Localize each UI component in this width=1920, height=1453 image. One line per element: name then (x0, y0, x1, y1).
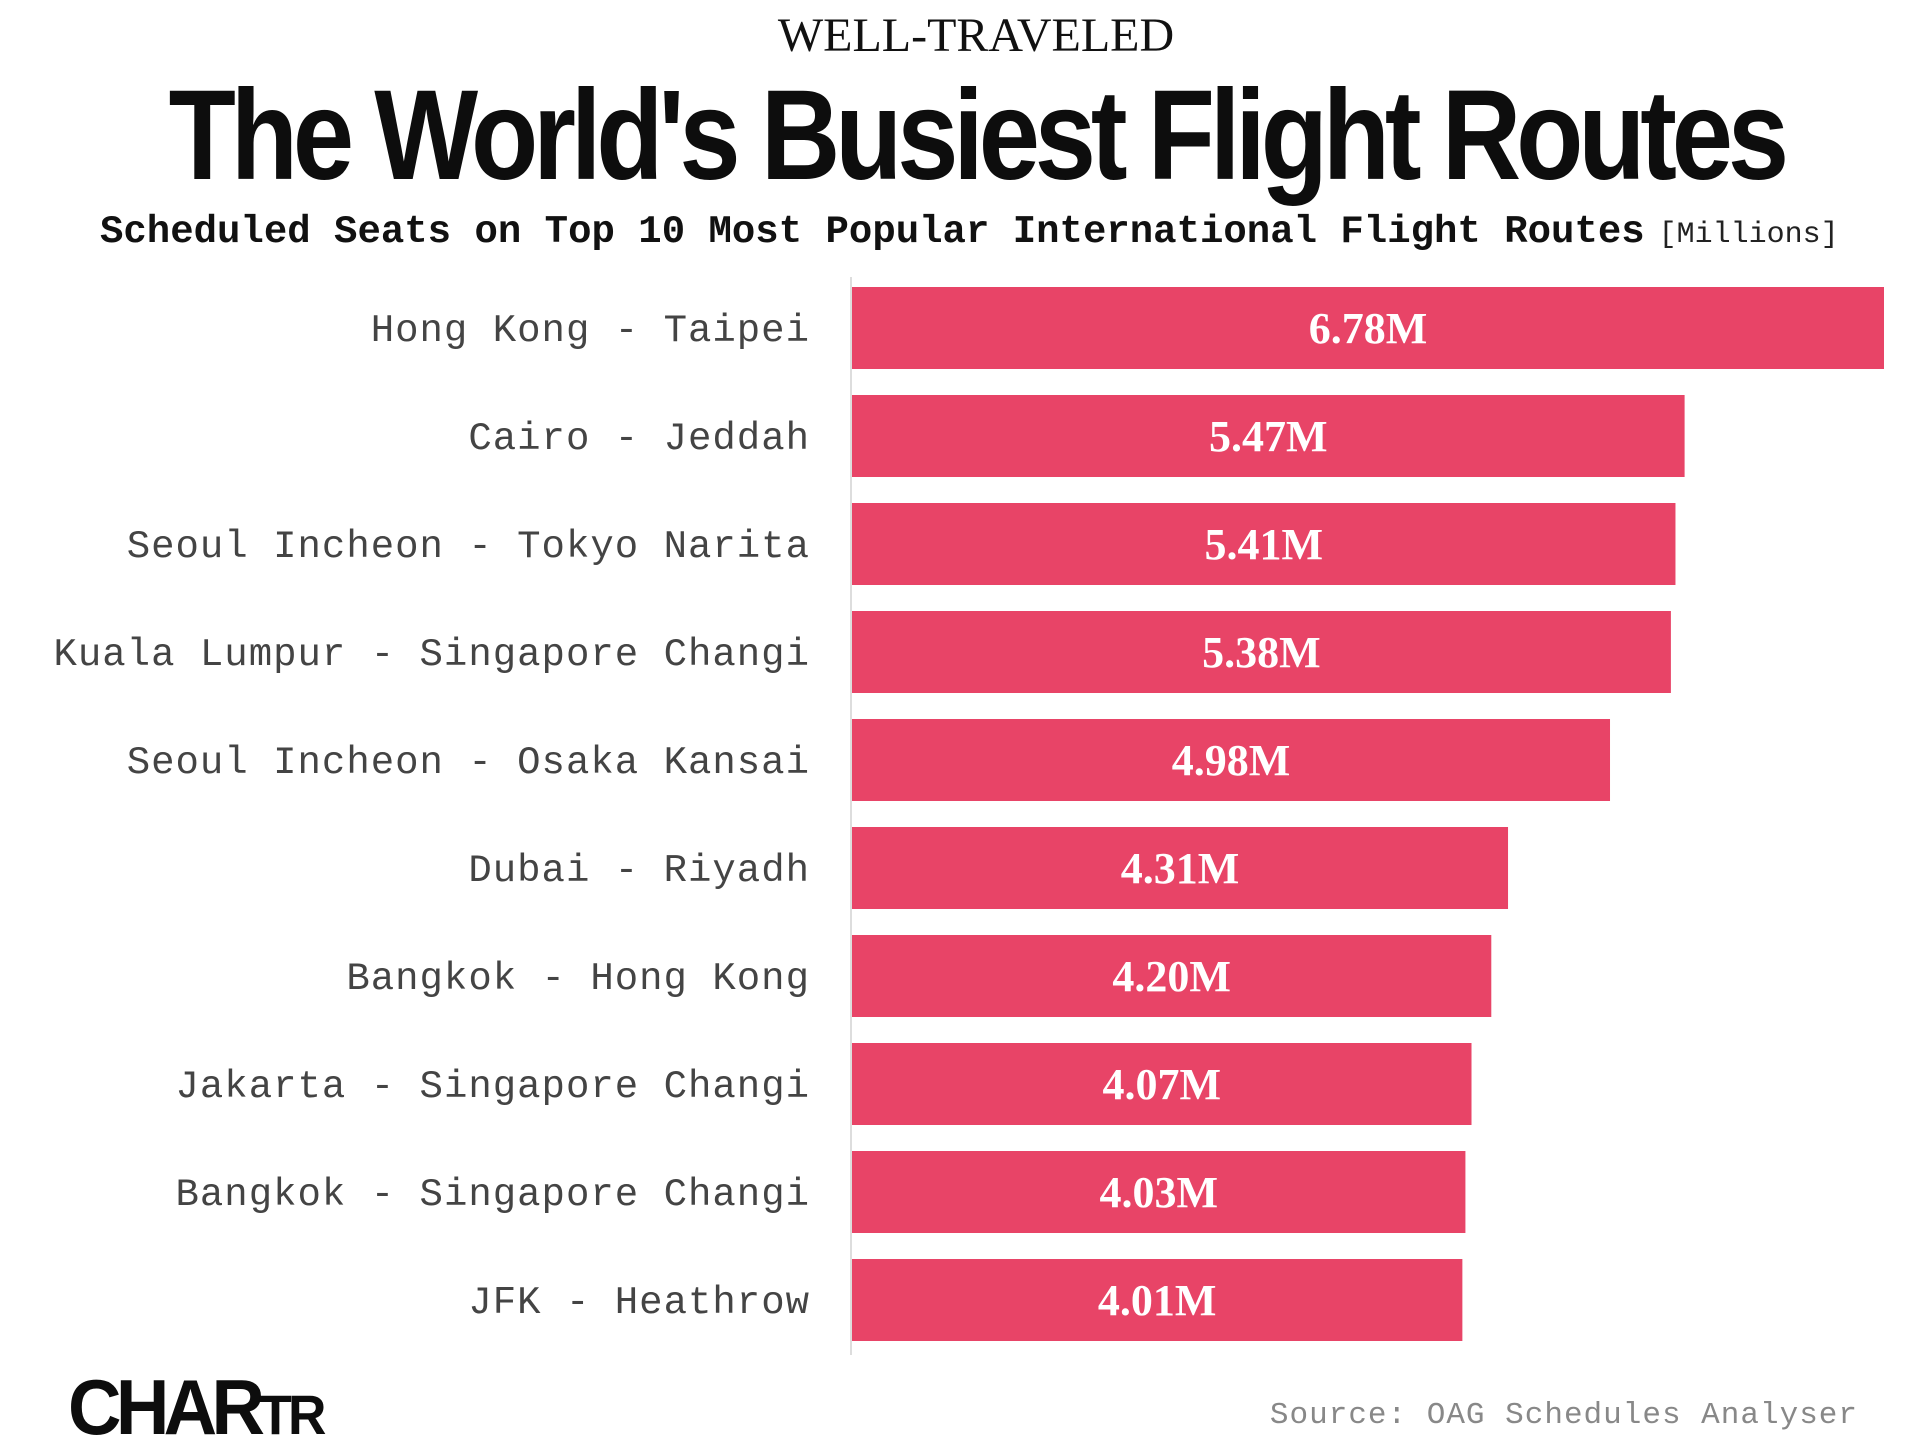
logo-main-text: CHAR (68, 1363, 265, 1451)
bar (852, 611, 1671, 693)
chart-title: The World's Busiest Flight Routes (168, 64, 1789, 207)
value-label: 5.38M (1202, 628, 1321, 677)
value-label: 6.78M (1309, 304, 1428, 353)
category-label: Jakarta - Singapore Changi (176, 1065, 811, 1109)
bar (852, 1043, 1472, 1125)
value-label: 4.98M (1172, 736, 1291, 785)
category-label: JFK - Heathrow (468, 1281, 810, 1325)
value-label: 5.47M (1209, 412, 1328, 461)
value-label: 4.31M (1121, 844, 1240, 893)
category-label: Bangkok - Singapore Changi (176, 1173, 811, 1217)
value-label: 4.07M (1102, 1060, 1221, 1109)
category-label: Kuala Lumpur - Singapore Changi (53, 633, 810, 677)
value-label: 4.20M (1112, 952, 1231, 1001)
subtitle-text: Scheduled Seats on Top 10 Most Popular I… (100, 210, 1645, 254)
bars-layer: Hong Kong - Taipei 6.78M Cairo - Jeddah 5.4… (53, 277, 1884, 1355)
category-label: Hong Kong - Taipei (371, 309, 810, 353)
bar (852, 935, 1492, 1017)
logo-small-text: TR (259, 1383, 326, 1446)
value-label: 4.03M (1099, 1168, 1218, 1217)
bar (852, 1151, 1466, 1233)
bar (852, 395, 1685, 477)
category-label: Bangkok - Hong Kong (346, 957, 810, 1001)
bar (852, 719, 1611, 801)
value-label: 5.41M (1204, 520, 1323, 569)
chart-subtitle: Scheduled Seats on Top 10 Most Popular I… (100, 210, 1839, 254)
chartr-logo: CHARTR (68, 1362, 326, 1453)
bar (852, 827, 1509, 909)
bar (852, 287, 1884, 369)
category-label: Dubai - Riyadh (468, 849, 810, 893)
source-note: Source: OAG Schedules Analyser (1269, 1398, 1858, 1433)
bar (852, 503, 1676, 585)
category-label: Seoul Incheon - Osaka Kansai (127, 741, 810, 785)
chart-kicker: WELL-TRAVELED (777, 9, 1175, 62)
value-label: 4.01M (1098, 1276, 1217, 1325)
category-label: Cairo - Jeddah (468, 417, 810, 461)
unit-label: [Millions] (1658, 218, 1839, 252)
category-label: Seoul Incheon - Tokyo Narita (127, 525, 810, 569)
bar (852, 1259, 1463, 1341)
